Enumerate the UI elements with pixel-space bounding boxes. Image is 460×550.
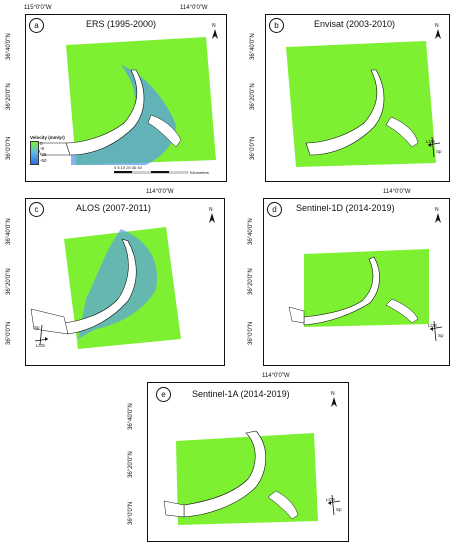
lat-label-d-40: 36°40'0"N [248,218,254,245]
lat-label-a-20: 36°20'0"N [6,83,12,110]
north-arrow-icon: N [432,23,444,41]
lon-label-c: 114°0'0"W [146,189,174,195]
map-b [286,41,436,167]
panel-e: e Sentinel-1A (2014-2019) N LOS Sp [147,382,349,542]
lat-label-b-20: 36°20'0"N [250,83,256,110]
lat-label-e-20: 36°20'0"N [128,451,134,478]
lat-label-d-20: 36°20'0"N [248,268,254,295]
panel-d-title: Sentinel-1D (2014-2019) [296,203,395,213]
map-a [35,37,216,165]
panel-b: b Envisat (2003-2010) N LOS Sp [265,14,450,182]
lon-label-d: 114°0'0"W [383,189,411,195]
north-arrow-icon: N [432,207,444,225]
lat-label-c-40: 36°40'0"N [6,218,12,245]
lon-label-b: 114°0'0"W [180,5,208,11]
panel-d-letter: d [267,202,282,217]
map-e [163,430,318,525]
lat-label-b-40: 36°40'0"N [250,33,256,60]
panel-c-title: ALOS (2007-2011) [76,203,151,213]
lat-label-c-20: 36°20'0"N [6,268,12,295]
lat-label-e-40: 36°40'0"N [128,403,134,430]
map-d [288,249,429,327]
lat-label-b-0: 36°0'0"N [250,136,256,160]
north-arrow-icon: N [206,207,218,225]
north-arrow-icon: N [328,391,340,409]
panel-b-title: Envisat (2003-2010) [314,19,396,29]
lat-label-d-0: 36°0'0"N [248,321,254,345]
panel-e-title: Sentinel-1A (2014-2019) [192,389,290,399]
lat-label-a-0: 36°0'0"N [6,136,12,160]
panel-e-letter: e [156,387,171,402]
panel-a: a ERS (1995-2000) N Velocity (mm/yr) 0 -… [25,14,227,182]
north-arrow-icon: N [209,23,221,41]
panel-c-letter: c [29,202,44,217]
panel-d: d Sentinel-1D (2014-2019) N LOS Sp [263,198,450,366]
los-arrow-icon: LOS Sp [326,491,344,517]
los-arrow-icon: LOS Sp [426,133,444,159]
panel-a-title: ERS (1995-2000) [86,19,157,29]
lat-label-e-0: 36°0'0"N [128,501,134,525]
panel-c: c ALOS (2007-2011) N Sp LOS [25,198,225,366]
lat-label-a-40: 36°40'0"N [6,33,12,60]
scale-bar: 0 5 10 20 30 40 Kilometers [113,165,209,175]
los-arrow-icon: LOS Sp [428,317,446,343]
los-arrow-icon: Sp LOS [32,321,50,348]
lon-label-a: 115°0'0"W [24,5,52,11]
panel-a-letter: a [29,18,44,33]
map-c [30,227,181,349]
lat-label-c-0: 36°0'0"N [6,321,12,345]
lon-label-e: 114°0'0"W [262,373,290,379]
panel-b-letter: b [269,18,284,33]
